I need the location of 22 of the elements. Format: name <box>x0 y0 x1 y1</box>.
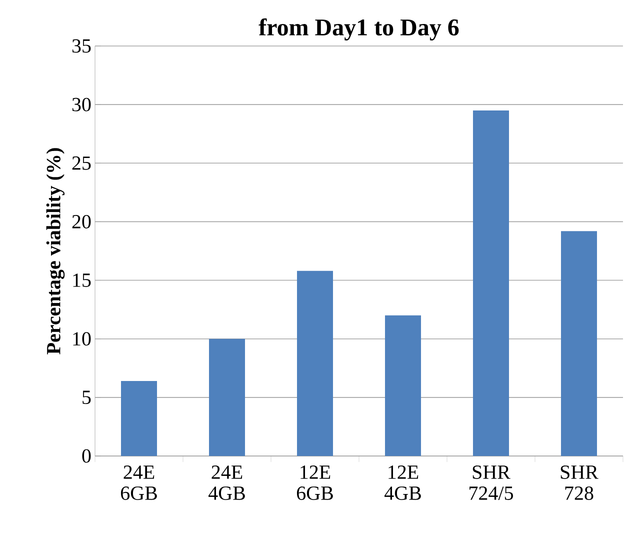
bar <box>384 315 421 456</box>
y-tick-label: 5 <box>82 390 91 404</box>
y-axis-title: Percentage viability (%) <box>46 148 65 354</box>
bar <box>560 231 597 456</box>
y-tick-label: 35 <box>72 39 91 53</box>
y-tick-label: 25 <box>72 156 91 170</box>
x-tick-label: 12E 6GB <box>296 466 333 500</box>
x-tick-label: 24E 4GB <box>208 466 245 500</box>
chart-title: from Day1 to Day 6 <box>258 18 459 40</box>
bar <box>209 338 245 456</box>
x-tick-label: 24E 6GB <box>120 466 157 500</box>
x-tick-label: 12E 4GB <box>384 466 421 500</box>
y-tick-label: 20 <box>72 214 91 228</box>
y-tick-label: 0 <box>82 449 91 463</box>
bar <box>297 270 333 456</box>
y-tick-label: 15 <box>73 274 91 287</box>
x-tick-label: SHR 724/5 <box>470 466 513 500</box>
x-tick-label: SHR 728 <box>560 466 598 500</box>
y-tick-label: 30 <box>72 98 91 112</box>
y-tick-label: 10 <box>73 332 91 346</box>
bar <box>472 110 509 456</box>
bar <box>121 381 158 456</box>
